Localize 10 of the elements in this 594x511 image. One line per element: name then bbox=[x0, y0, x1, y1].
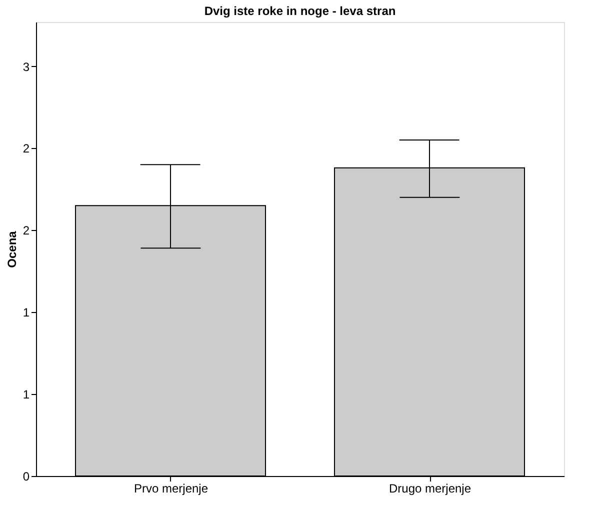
y-tick-label: 2 bbox=[22, 142, 30, 156]
y-tick-label: 2 bbox=[22, 224, 30, 238]
x-tick-label: Drugo merjenje bbox=[388, 482, 472, 496]
y-tick-label: 0 bbox=[22, 470, 30, 484]
y-tick-label: 1 bbox=[22, 388, 30, 402]
chart-title: Dvig iste roke in noge - leva stran bbox=[204, 4, 396, 18]
y-tick-label: 1 bbox=[22, 306, 30, 320]
y-tick-label: 3 bbox=[22, 60, 30, 74]
y-axis-title: Ocena bbox=[4, 230, 19, 268]
x-tick-label: Prvo merjenje bbox=[134, 482, 208, 496]
